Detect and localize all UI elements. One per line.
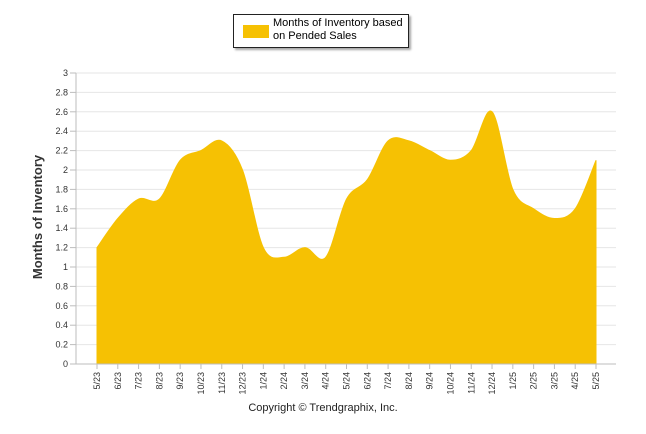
- legend-swatch: [243, 25, 269, 38]
- x-tick-label: 8/24: [404, 372, 414, 390]
- x-tick-label: 5/24: [342, 372, 352, 390]
- y-tick-label: 1: [63, 262, 68, 272]
- copyright-text: Copyright © Trendgraphix, Inc.: [248, 402, 398, 414]
- y-tick-label: 2.6: [55, 107, 68, 117]
- y-tick-label: 1.4: [55, 223, 68, 233]
- x-tick-label: 4/24: [321, 372, 331, 390]
- data-point[interactable]: 11/24: 2.2: [468, 148, 474, 154]
- x-tick-label: 9/23: [175, 372, 185, 390]
- data-point[interactable]: 12/24: 2.6: [489, 109, 495, 115]
- data-point[interactable]: 5/24: 1.7: [344, 196, 350, 202]
- data-point[interactable]: 10/24: 2.1: [447, 157, 453, 163]
- y-tick-label: 0: [63, 359, 68, 369]
- y-tick-label: 0.4: [55, 320, 68, 330]
- x-tick-label: 6/23: [113, 372, 123, 390]
- y-tick-label: 0.8: [55, 281, 68, 291]
- y-tick-label: 2: [63, 165, 68, 175]
- legend-label-line-1: Months of Inventory based: [273, 17, 403, 29]
- data-point[interactable]: 5/25: 2.1: [593, 157, 599, 163]
- x-tick-label: 3/25: [549, 372, 559, 390]
- x-tick-label: 10/24: [445, 372, 455, 395]
- data-point[interactable]: 9/24: 2.2: [427, 148, 433, 154]
- data-point[interactable]: 2/25: 1.6: [531, 206, 537, 212]
- series-area: [96, 110, 597, 365]
- area-layer: 5/23: 1.2 6/23: 1.5 7/23: 1.7 8/23: 1.7 9/23…: [94, 109, 599, 365]
- data-point[interactable]: 8/24: 2.3: [406, 138, 412, 144]
- y-tick-label: 1.6: [55, 204, 68, 214]
- x-tick-label: 5/23: [92, 372, 102, 390]
- y-tick-label: 1.8: [55, 184, 68, 194]
- x-tick-label: 11/23: [217, 372, 227, 394]
- x-tick-label: 7/24: [383, 372, 393, 390]
- data-point[interactable]: 7/24: 2.3: [385, 138, 391, 144]
- legend-label-line-2: on Pended Sales: [273, 30, 357, 42]
- x-tick-label: 12/24: [487, 372, 497, 395]
- legend-label: Months of Inventory based on Pended Sale…: [273, 17, 407, 43]
- data-point[interactable]: 4/24: 1.1: [323, 254, 329, 260]
- data-point[interactable]: 12/23: 2: [240, 167, 246, 173]
- data-point[interactable]: 4/25: 1.6: [572, 206, 578, 212]
- data-point[interactable]: 10/23: 2.2: [198, 148, 204, 154]
- data-point[interactable]: 9/23: 2.1: [177, 157, 183, 163]
- data-point[interactable]: 2/24: 1.1: [281, 254, 287, 260]
- legend: Months of Inventory based on Pended Sale…: [233, 14, 409, 48]
- x-tick-label: 10/23: [196, 372, 206, 395]
- y-tick-label: 0.2: [55, 340, 68, 350]
- axis-layer: 0 0.2 0.4 0.6 0.8 1 1.2 1.4 1.6 1.8 2 2.2 2.4 2.6 2.8 3…: [55, 68, 616, 395]
- x-tick-label: 3/24: [300, 372, 310, 390]
- y-tick-label: 0.6: [55, 301, 68, 311]
- y-tick-label: 2.2: [55, 146, 68, 156]
- data-point[interactable]: 6/23: 1.5: [115, 216, 121, 222]
- x-tick-label: 7/23: [134, 372, 144, 390]
- x-tick-label: 5/25: [591, 372, 601, 390]
- y-tick-label: 2.4: [55, 126, 68, 136]
- x-tick-label: 2/25: [529, 372, 539, 390]
- data-point[interactable]: 7/23: 1.7: [136, 196, 142, 202]
- x-tick-label: 8/23: [154, 372, 164, 390]
- data-point[interactable]: 1/24: 1.2: [260, 245, 266, 251]
- data-point[interactable]: 1/25: 1.8: [510, 186, 516, 192]
- x-tick-label: 11/24: [466, 372, 476, 394]
- y-axis-label: Months of Inventory: [30, 154, 45, 279]
- x-tick-label: 6/24: [362, 372, 372, 390]
- y-tick-label: 2.8: [55, 87, 68, 97]
- x-tick-label: 4/25: [570, 372, 580, 390]
- y-tick-label: 1.2: [55, 243, 68, 253]
- data-point[interactable]: 3/24: 1.2: [302, 245, 308, 251]
- data-point[interactable]: 8/23: 1.7: [156, 196, 162, 202]
- y-tick-label: 3: [63, 68, 68, 78]
- data-point[interactable]: 3/25: 1.5: [551, 216, 557, 222]
- x-tick-label: 1/25: [508, 372, 518, 390]
- x-tick-label: 9/24: [425, 372, 435, 390]
- x-tick-label: 12/23: [238, 372, 248, 395]
- data-point[interactable]: 11/23: 2.3: [219, 138, 225, 144]
- data-point[interactable]: 6/24: 1.9: [364, 177, 370, 183]
- x-tick-label: 2/24: [279, 372, 289, 390]
- data-point[interactable]: 5/23: 1.2: [94, 245, 100, 251]
- x-tick-label: 1/24: [258, 372, 268, 390]
